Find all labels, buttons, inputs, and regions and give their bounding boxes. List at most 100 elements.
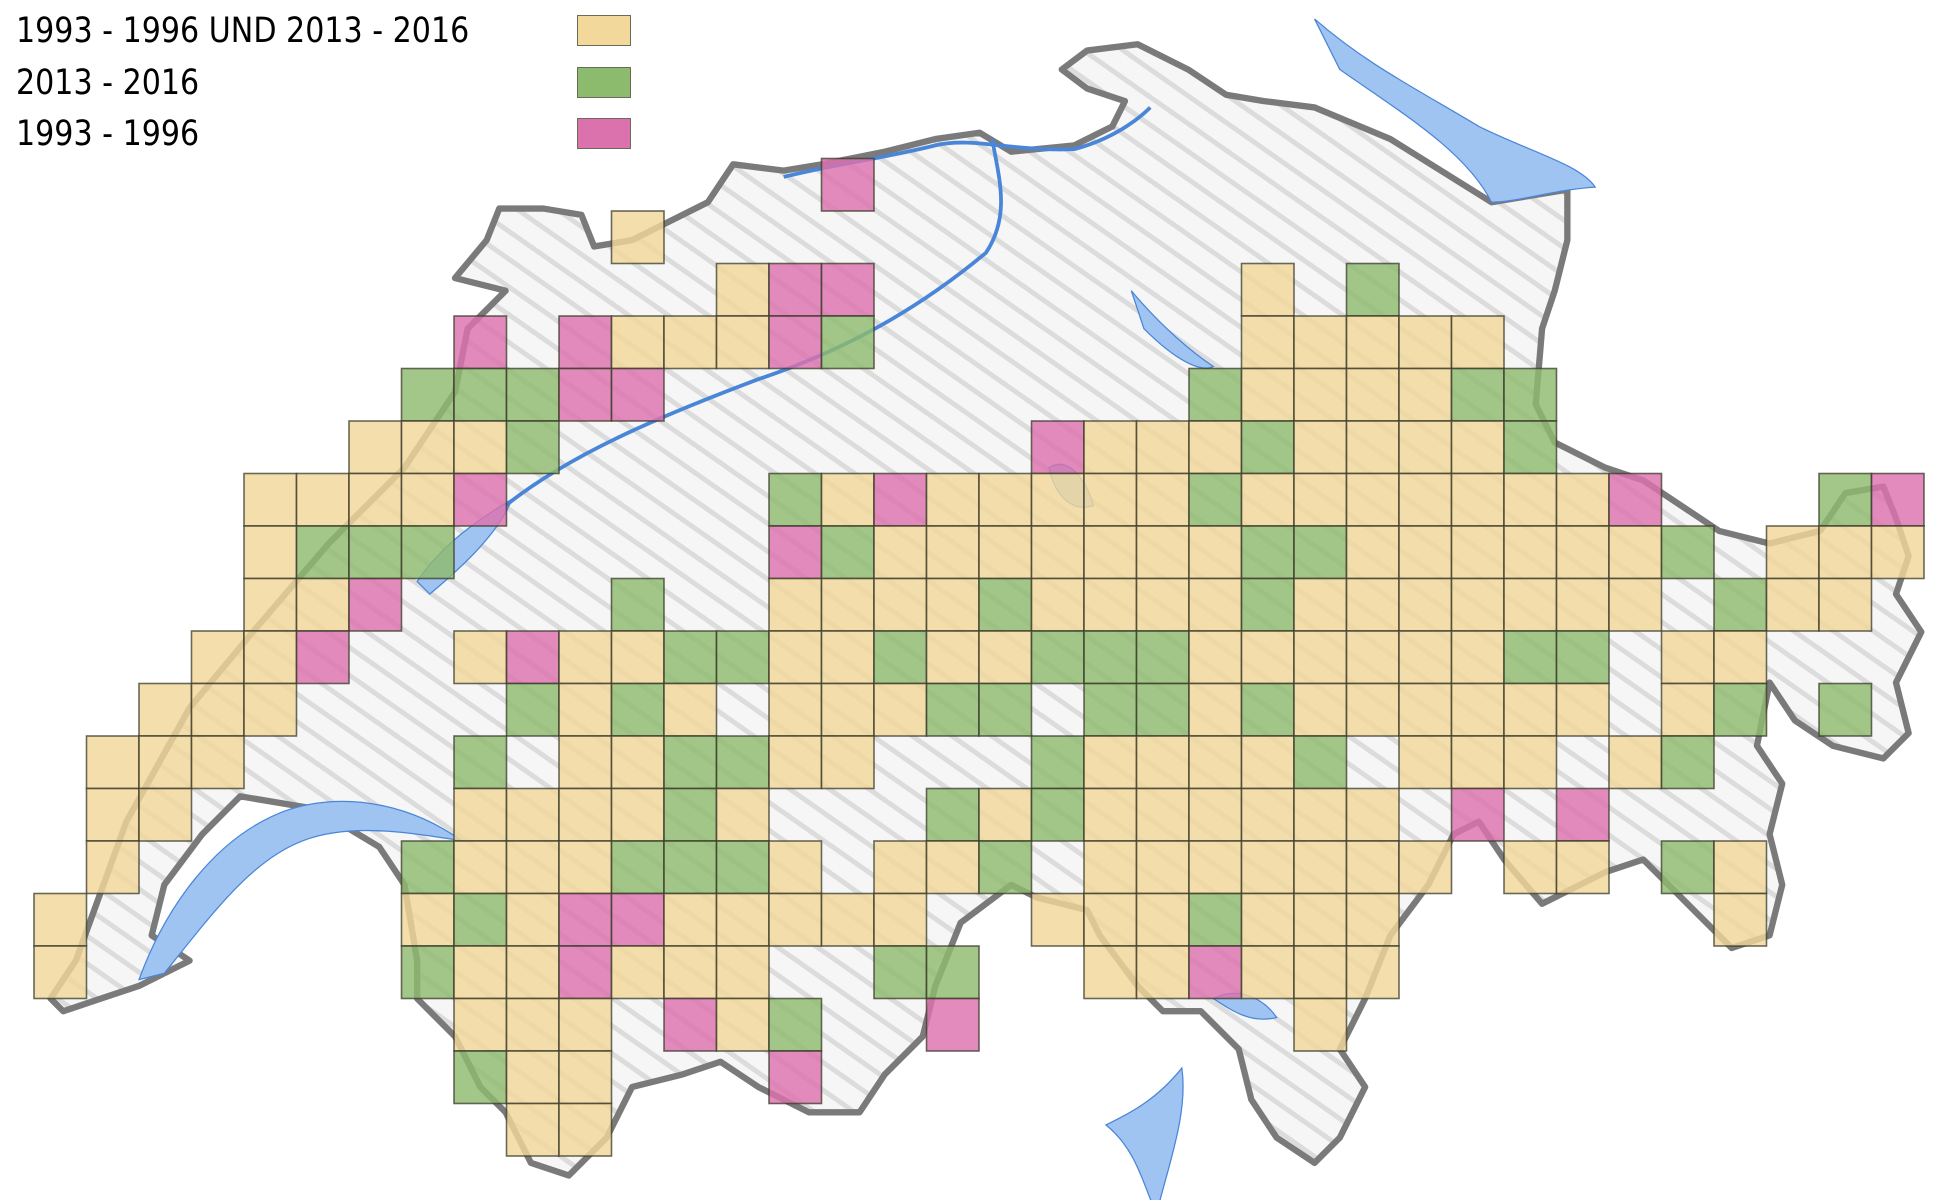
grid-cell-recent <box>453 892 508 947</box>
grid-cell-old <box>1608 472 1663 527</box>
grid-cell-both <box>295 577 350 632</box>
grid-cell-both <box>820 472 875 527</box>
grid-cell-both <box>1713 630 1768 685</box>
grid-cell-both <box>1345 367 1400 422</box>
grid-cell-old <box>1870 472 1925 527</box>
grid-cell-both <box>453 420 508 475</box>
grid-cell-both <box>1188 525 1243 580</box>
legend-label: 1993 - 1996 UND 2013 - 2016 <box>16 11 470 51</box>
grid-cell-both <box>243 525 298 580</box>
grid-cell-both <box>1870 525 1925 580</box>
grid-cell-both <box>610 735 665 790</box>
grid-cell-recent <box>663 840 718 895</box>
grid-cell-both <box>610 945 665 1000</box>
grid-cell-both <box>1293 630 1348 685</box>
grid-cell-both <box>1345 472 1400 527</box>
grid-cell-both <box>1083 892 1138 947</box>
grid-cell-both <box>1555 840 1610 895</box>
grid-cell-both <box>663 945 718 1000</box>
grid-cell-both <box>558 840 613 895</box>
grid-cell-both <box>715 787 770 842</box>
grid-cell-recent <box>1240 682 1295 737</box>
grid-cell-both <box>610 787 665 842</box>
grid-cell-recent <box>400 525 455 580</box>
grid-cell-recent <box>505 367 560 422</box>
grid-cell-both <box>1398 840 1453 895</box>
grid-cell-both <box>1398 682 1453 737</box>
grid-cell-both <box>1293 577 1348 632</box>
grid-cell-both <box>1345 315 1400 370</box>
grid-cell-both <box>1398 577 1453 632</box>
grid-cell-both <box>85 840 140 895</box>
grid-cell-both <box>1293 367 1348 422</box>
grid-cell-recent <box>1555 630 1610 685</box>
grid-cell-recent <box>1083 682 1138 737</box>
grid-cell-both <box>715 315 770 370</box>
grid-cell-recent <box>1818 472 1873 527</box>
grid-cell-recent <box>1503 367 1558 422</box>
grid-cell-both <box>1765 577 1820 632</box>
grid-cell-both <box>1345 945 1400 1000</box>
grid-cell-recent <box>1030 735 1085 790</box>
grid-cell-both <box>1135 577 1190 632</box>
grid-cell-recent <box>348 525 403 580</box>
grid-cell-both <box>663 682 718 737</box>
grid-cell-both <box>348 420 403 475</box>
grid-cell-recent <box>978 577 1033 632</box>
grid-cell-recent <box>715 840 770 895</box>
grid-cell-both <box>190 735 245 790</box>
grid-cell-both <box>1135 892 1190 947</box>
grid-cell-both <box>1293 997 1348 1052</box>
grid-cell-both <box>1503 577 1558 632</box>
grid-cell-recent <box>1135 630 1190 685</box>
grid-cell-both <box>1450 682 1505 737</box>
grid-cell-both <box>1818 525 1873 580</box>
grid-cell-recent <box>1660 525 1715 580</box>
grid-cell-recent <box>400 840 455 895</box>
grid-cell-recent <box>1713 577 1768 632</box>
grid-cell-both <box>85 735 140 790</box>
grid-cell-both <box>1450 472 1505 527</box>
grid-cell-old <box>453 315 508 370</box>
grid-cell-recent <box>1083 630 1138 685</box>
grid-cell-both <box>873 525 928 580</box>
grid-cell-both <box>348 472 403 527</box>
grid-cell-old <box>453 472 508 527</box>
legend-label: 1993 - 1996 <box>16 114 200 154</box>
grid-cell-both <box>1135 735 1190 790</box>
grid-cell-both <box>1293 892 1348 947</box>
grid-cell-both <box>1240 367 1295 422</box>
grid-cell-both <box>453 997 508 1052</box>
grid-cell-recent <box>715 735 770 790</box>
grid-cell-both <box>33 945 88 1000</box>
grid-cell-recent <box>978 840 1033 895</box>
grid-cell-recent <box>1030 787 1085 842</box>
grid-cell-both <box>1713 840 1768 895</box>
grid-cell-both <box>1030 892 1085 947</box>
grid-cell-both <box>1503 525 1558 580</box>
grid-cell-old <box>348 577 403 632</box>
grid-cell-both <box>1450 315 1505 370</box>
grid-cell-old <box>1030 420 1085 475</box>
grid-cell-both <box>768 892 823 947</box>
grid-cell-both <box>1503 682 1558 737</box>
grid-cell-recent <box>978 682 1033 737</box>
grid-cell-old <box>768 262 823 317</box>
grid-cell-both <box>1398 525 1453 580</box>
grid-cell-recent <box>925 945 980 1000</box>
grid-cell-both <box>873 840 928 895</box>
grid-cell-both <box>1240 840 1295 895</box>
grid-cell-recent <box>295 525 350 580</box>
grid-cell-both <box>978 787 1033 842</box>
grid-cell-both <box>768 840 823 895</box>
grid-cell-both <box>1293 420 1348 475</box>
grid-cell-old <box>558 945 613 1000</box>
grid-cell-old <box>768 525 823 580</box>
lake-constance <box>1313 18 1597 203</box>
grid-cell-both <box>610 210 665 265</box>
legend-label: 2013 - 2016 <box>16 63 200 103</box>
grid-cell-both <box>1083 577 1138 632</box>
grid-cell-both <box>1398 630 1453 685</box>
grid-cell-both <box>1188 577 1243 632</box>
